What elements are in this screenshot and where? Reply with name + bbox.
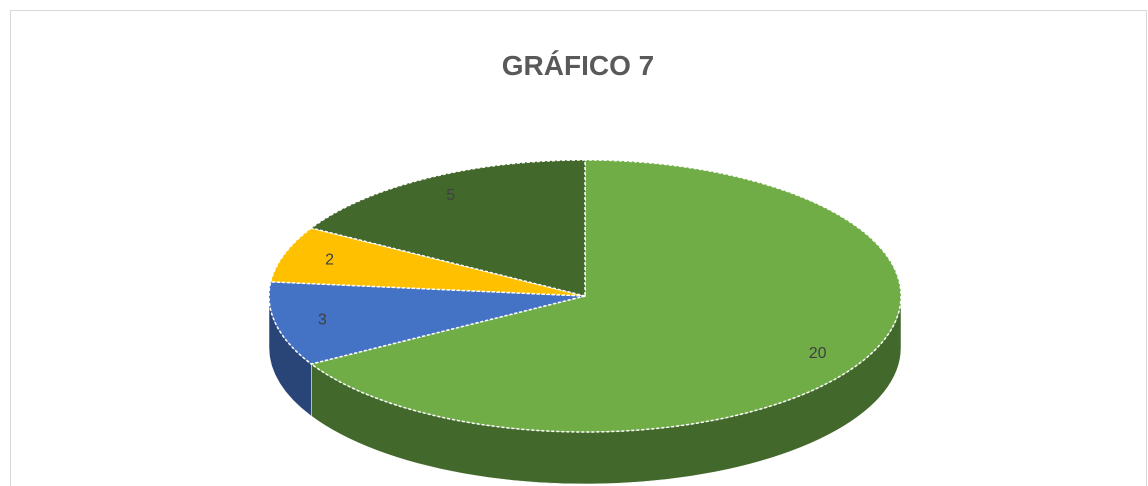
chart-title: GRÁFICO 7 (502, 50, 654, 81)
data-label: 3 (318, 311, 327, 328)
pie-slice (269, 227, 586, 297)
pie-slice (309, 159, 902, 433)
pie-slice (268, 281, 586, 365)
pie: 20 3 2 5 (268, 159, 902, 485)
data-label: 20 (809, 345, 827, 362)
data-label: 5 (446, 187, 455, 204)
data-label: 2 (325, 251, 334, 268)
pie-slice (309, 159, 586, 297)
